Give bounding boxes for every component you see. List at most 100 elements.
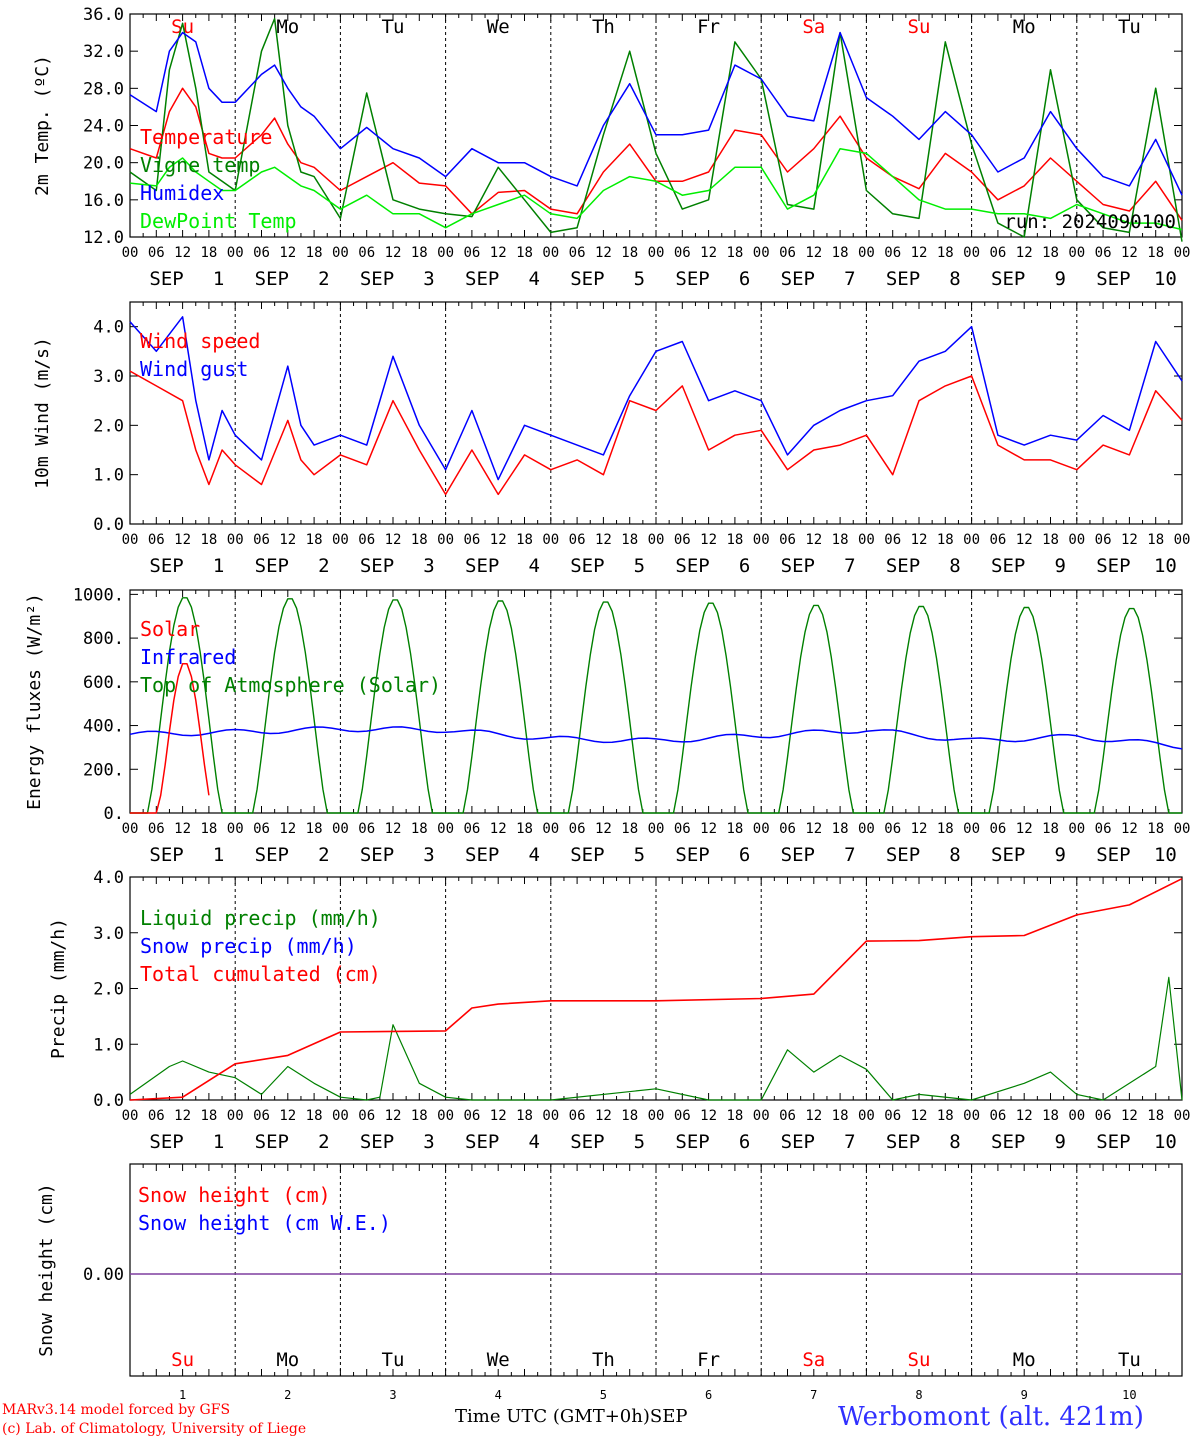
temp-legend-entry: Temperature xyxy=(140,125,272,149)
temp-weekday: Sa xyxy=(802,16,825,38)
wind-hour-label: 18 xyxy=(621,532,638,548)
temp-legend-entry: Humidex xyxy=(140,181,224,205)
temp-hour-label: 06 xyxy=(779,245,796,261)
energy-legend-entry: Infrared xyxy=(140,645,236,669)
energy-date-month: SEP xyxy=(991,844,1025,866)
wind-hour-label: 06 xyxy=(884,532,901,548)
precip-ytick-label: 4.0 xyxy=(93,868,124,888)
temp-hour-label: 00 xyxy=(437,245,454,261)
precip-hour-label: 06 xyxy=(779,1108,796,1124)
wind-date-month: SEP xyxy=(255,555,289,577)
precip-hour-label: 12 xyxy=(174,1108,191,1124)
temp-hour-label: 00 xyxy=(648,245,665,261)
temp-ytick-label: 32.0 xyxy=(83,42,124,62)
station-name: Werbomont (alt. 421m) xyxy=(838,1402,1144,1432)
energy-hour-label: 06 xyxy=(148,821,165,837)
precip-hour-label: 18 xyxy=(306,1108,323,1124)
energy-hour-label: 00 xyxy=(332,821,349,837)
precip-date-day: 4 xyxy=(528,1131,539,1153)
wind-hour-label: 00 xyxy=(648,532,665,548)
energy-hour-label: 00 xyxy=(963,821,980,837)
precip-hour-label: 00 xyxy=(122,1108,139,1124)
snow-weekday: We xyxy=(487,1349,510,1371)
snow-weekday: Mo xyxy=(276,1349,299,1371)
precip-hour-label: 12 xyxy=(700,1108,717,1124)
energy-hour-label: 00 xyxy=(1174,821,1191,837)
precip-date-day: 1 xyxy=(213,1131,224,1153)
energy-frame xyxy=(129,589,1183,814)
energy-hour-label: 18 xyxy=(726,821,743,837)
precip-hour-label: 06 xyxy=(253,1108,270,1124)
snow-legend-entry: Snow height (cm) xyxy=(138,1183,331,1207)
energy-date-month: SEP xyxy=(255,844,289,866)
snow-day-number: 5 xyxy=(600,1388,607,1402)
wind-ytick-label: 2.0 xyxy=(93,416,124,436)
temp-hour-label: 18 xyxy=(516,245,533,261)
wind-date-month: SEP xyxy=(886,555,920,577)
wind-hour-label: 18 xyxy=(411,532,428,548)
wind-hour-label: 12 xyxy=(595,532,612,548)
snow-weekday: Su xyxy=(171,1349,194,1371)
temp-hour-label: 06 xyxy=(148,245,165,261)
temp-weekday: Fr xyxy=(697,16,720,38)
temp-hour-label: 12 xyxy=(911,245,928,261)
energy-hour-label: 18 xyxy=(1147,821,1164,837)
energy-hour-label: 00 xyxy=(858,821,875,837)
precip-date-day: 8 xyxy=(949,1131,960,1153)
wind-hour-label: 06 xyxy=(1095,532,1112,548)
precip-date-month: SEP xyxy=(886,1131,920,1153)
wind-hour-label: 06 xyxy=(358,532,375,548)
wind-date-day: 5 xyxy=(634,555,645,577)
precip-hour-label: 00 xyxy=(437,1108,454,1124)
run-label: run: 2024090100 xyxy=(1004,211,1176,233)
energy-hour-label: 06 xyxy=(884,821,901,837)
wind-hour-label: 12 xyxy=(700,532,717,548)
wind-hour-label: 00 xyxy=(858,532,875,548)
temp-hour-label: 18 xyxy=(726,245,743,261)
wind-hour-label: 00 xyxy=(542,532,559,548)
temp-legend-entry: DewPoint Temp xyxy=(140,209,297,233)
precip-hour-label: 00 xyxy=(1174,1108,1191,1124)
temp-series-line xyxy=(129,147,1183,231)
energy-date-day: 9 xyxy=(1054,844,1065,866)
temp-hour-label: 06 xyxy=(358,245,375,261)
wind-date-day: 1 xyxy=(213,555,224,577)
wind-date-day: 4 xyxy=(528,555,539,577)
snow-weekday: Th xyxy=(592,1349,615,1371)
temp-weekday: Su xyxy=(908,16,931,38)
energy-date-day: 6 xyxy=(739,844,750,866)
precip-hour-label: 00 xyxy=(858,1108,875,1124)
precip-date-day: 3 xyxy=(423,1131,434,1153)
temp-date-month: SEP xyxy=(465,268,499,290)
wind-date-day: 9 xyxy=(1054,555,1065,577)
precip-hour-label: 12 xyxy=(490,1108,507,1124)
wind-hour-label: 12 xyxy=(1121,532,1138,548)
energy-hour-label: 18 xyxy=(411,821,428,837)
temp-date-day: 8 xyxy=(949,268,960,290)
energy-date-month: SEP xyxy=(781,844,815,866)
energy-date-day: 4 xyxy=(528,844,539,866)
precip-legend-entry: Total cumulated (cm) xyxy=(140,962,381,986)
energy-date-month: SEP xyxy=(570,844,604,866)
wind-date-month: SEP xyxy=(1096,555,1130,577)
wind-date-month: SEP xyxy=(781,555,815,577)
temp-hour-label: 00 xyxy=(332,245,349,261)
wind-date-day: 3 xyxy=(423,555,434,577)
precip-ylabel: Precip (mm/h) xyxy=(48,918,69,1059)
precip-hour-label: 00 xyxy=(227,1108,244,1124)
temp-hour-label: 00 xyxy=(227,245,244,261)
temp-hour-label: 12 xyxy=(490,245,507,261)
temp-hour-label: 06 xyxy=(463,245,480,261)
wind-hour-label: 06 xyxy=(569,532,586,548)
temp-hour-label: 06 xyxy=(884,245,901,261)
snow-legend-entry: Snow height (cm W.E.) xyxy=(138,1211,391,1235)
temp-hour-label: 18 xyxy=(411,245,428,261)
wind-hour-label: 06 xyxy=(674,532,691,548)
temp-date-month: SEP xyxy=(570,268,604,290)
energy-hour-label: 18 xyxy=(516,821,533,837)
temp-weekday: We xyxy=(487,16,510,38)
energy-hour-label: 12 xyxy=(805,821,822,837)
energy-hour-label: 00 xyxy=(437,821,454,837)
wind-date-month: SEP xyxy=(360,555,394,577)
snow-day-number: 8 xyxy=(915,1388,922,1402)
